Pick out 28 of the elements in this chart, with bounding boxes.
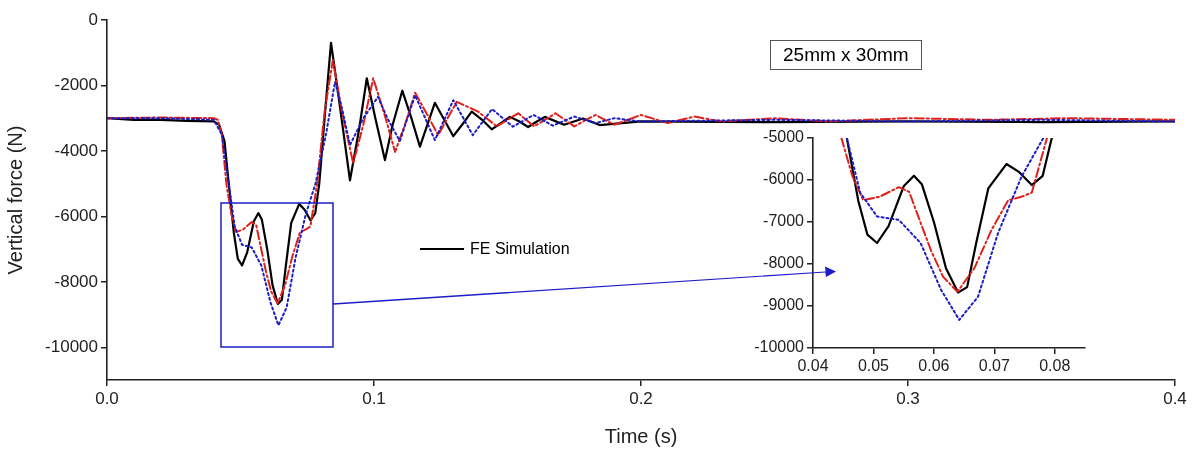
x-tick-label: 0.04 (797, 357, 829, 375)
y-tick-label: -6000 (763, 170, 805, 188)
y-tick-label: -7000 (763, 212, 805, 230)
y-tick-label: -8000 (54, 271, 98, 291)
y-tick-label: -5000 (763, 128, 805, 146)
x-tick-label: 0.05 (857, 357, 890, 375)
y-tick-label: -9000 (763, 296, 805, 314)
y-axis-title: Vertical force (N) (3, 125, 26, 275)
y-tick-label: -8000 (763, 254, 805, 272)
x-tick-label: 0.3 (896, 388, 920, 408)
legend-label: FE Simulation (470, 239, 570, 259)
annotation: 25mm x 30mm (770, 40, 922, 70)
line-series (845, 138, 1045, 321)
x-tick-label: 0.06 (918, 357, 950, 375)
x-tick-label: 0.07 (978, 357, 1011, 375)
y-tick-label: -2000 (54, 75, 98, 95)
x-tick-label: 0.1 (362, 388, 386, 408)
y-tick-label: -4000 (54, 140, 98, 160)
y-tick-label: -10000 (754, 338, 805, 356)
x-tick-label: 0.2 (629, 388, 653, 408)
x-axis-title: Time (s) (604, 424, 678, 447)
x-tick-label: 0.08 (1039, 357, 1071, 375)
y-tick-label: -6000 (54, 206, 98, 226)
y-tick-label: -10000 (45, 336, 98, 356)
x-tick-label: 0.4 (1163, 388, 1187, 408)
x-tick-label: 0.0 (95, 388, 119, 408)
line-series (107, 80, 1175, 327)
y-tick-label: 0 (88, 9, 98, 29)
